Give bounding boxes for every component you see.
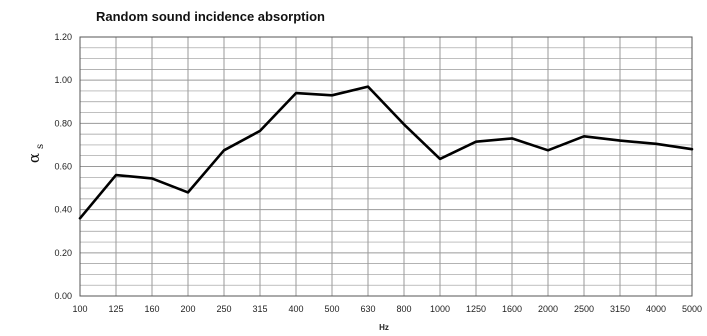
x-tick-label: 1600 bbox=[502, 304, 522, 314]
x-tick-label: 315 bbox=[252, 304, 267, 314]
x-tick-label: 200 bbox=[180, 304, 195, 314]
x-tick-label: 630 bbox=[360, 304, 375, 314]
x-tick-label: 500 bbox=[324, 304, 339, 314]
y-tick-label: 1.20 bbox=[54, 32, 72, 42]
y-axis-label-group: α s bbox=[25, 144, 46, 163]
x-tick-labels: 100 125 160 200 250 315 400 500 630 800 1000 1250 16… bbox=[72, 304, 702, 314]
x-tick-label: 2500 bbox=[574, 304, 594, 314]
series-layer bbox=[78, 85, 694, 220]
y-tick-label: 0.60 bbox=[54, 162, 72, 172]
series-line bbox=[78, 85, 694, 220]
x-axis-label: Hz bbox=[379, 323, 389, 332]
x-tick-label: 1000 bbox=[430, 304, 450, 314]
x-tick-label: 1250 bbox=[466, 304, 486, 314]
x-tick-label: 4000 bbox=[646, 304, 666, 314]
x-tick-label: 160 bbox=[144, 304, 159, 314]
y-axis-label-subscript: s bbox=[35, 144, 46, 149]
y-tick-label: 0.80 bbox=[54, 118, 72, 128]
y-tick-label: 0.40 bbox=[54, 205, 72, 215]
y-tick-labels: 0.00 0.20 0.40 0.60 0.80 1.00 1.20 bbox=[54, 32, 72, 301]
chart-title: Random sound incidence absorption bbox=[96, 9, 325, 24]
plot-frame bbox=[79, 36, 693, 297]
y-tick-label: 0.00 bbox=[54, 291, 72, 301]
y-tick-label: 1.00 bbox=[54, 75, 72, 85]
x-tick-label: 250 bbox=[216, 304, 231, 314]
x-tick-label: 3150 bbox=[610, 304, 630, 314]
x-tick-label: 5000 bbox=[682, 304, 702, 314]
x-tick-label: 100 bbox=[72, 304, 87, 314]
x-tick-label: 400 bbox=[288, 304, 303, 314]
x-tick-label: 2000 bbox=[538, 304, 558, 314]
y-axis-label: α bbox=[25, 153, 43, 163]
grid bbox=[80, 37, 692, 296]
axes bbox=[79, 36, 693, 297]
y-tick-label: 0.20 bbox=[54, 248, 72, 258]
x-tick-label: 800 bbox=[396, 304, 411, 314]
x-tick-label: 125 bbox=[108, 304, 123, 314]
